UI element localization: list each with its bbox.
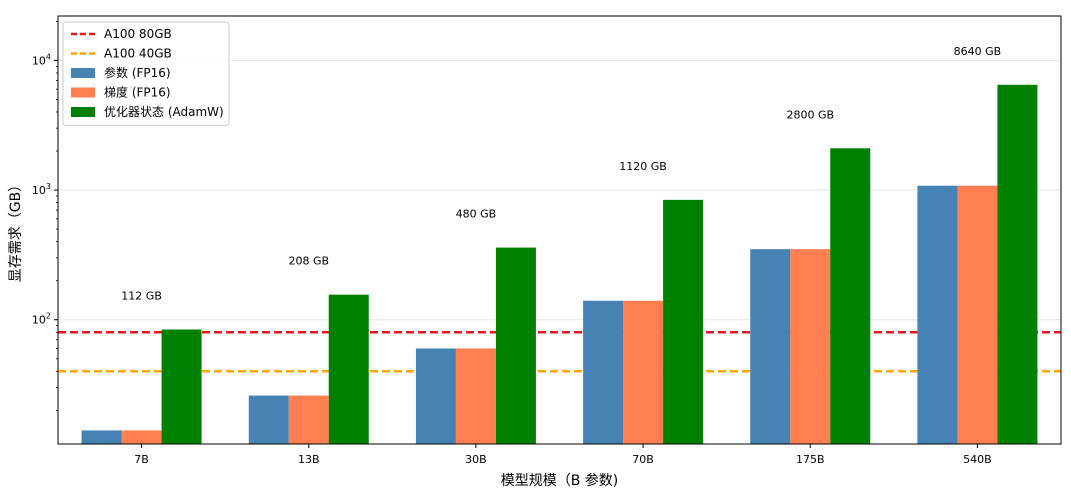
legend-item-a100-80gb: A100 80GB bbox=[71, 27, 172, 41]
bar-175b-series-0 bbox=[750, 249, 791, 444]
x-ticks: 7B 13B 30B 70B 175B 540B bbox=[134, 444, 992, 466]
x-tick-label-13b: 13B bbox=[298, 453, 320, 466]
x-tick-label-540b: 540B bbox=[963, 453, 992, 466]
plot-frame bbox=[57, 15, 1062, 445]
bar-30b-series-2 bbox=[495, 247, 536, 444]
bar-7b-series-2 bbox=[161, 329, 202, 444]
bar-13b-series-1 bbox=[288, 395, 329, 444]
bar-540b-series-0 bbox=[917, 185, 958, 444]
y-tick-label: 102 bbox=[32, 312, 51, 327]
x-tick-label-70b: 70B bbox=[632, 453, 654, 466]
legend-label-a100-80gb: A100 80GB bbox=[104, 27, 172, 41]
legend-item-gradients: 梯度 (FP16) bbox=[71, 85, 171, 100]
bar-30b-series-1 bbox=[455, 348, 496, 444]
bar-13b-series-2 bbox=[328, 294, 369, 444]
x-axis-label: 模型规模（B 参数) bbox=[501, 472, 619, 489]
legend-label-params: 参数 (FP16) bbox=[104, 65, 171, 80]
bar-7b-series-0 bbox=[81, 430, 122, 444]
bar-70b-series-0 bbox=[583, 300, 624, 444]
total-label-30b: 480 GB bbox=[456, 208, 497, 221]
y-tick-label: 103 bbox=[32, 182, 51, 197]
legend-label-a100-40gb: A100 40GB bbox=[104, 47, 172, 61]
bar-540b-series-1 bbox=[957, 185, 998, 444]
bar-30b-series-0 bbox=[415, 348, 456, 444]
legend-item-optimizer: 优化器状态 (AdamW) bbox=[71, 105, 224, 119]
legend-item-a100-40gb: A100 40GB bbox=[71, 47, 172, 61]
legend-swatch-params bbox=[71, 68, 95, 78]
legend-label-gradients: 梯度 (FP16) bbox=[104, 85, 171, 100]
bar-70b-series-2 bbox=[663, 199, 704, 444]
y-tick-label: 104 bbox=[32, 52, 51, 67]
x-tick-label-30b: 30B bbox=[465, 453, 487, 466]
legend-swatch-gradients bbox=[71, 87, 95, 98]
y-ticks: 102 103 104 bbox=[32, 20, 58, 411]
y-axis-label: 显存需求（GB） bbox=[8, 178, 24, 282]
legend-item-params: 参数 (FP16) bbox=[71, 65, 171, 80]
legend: A100 80GB A100 40GB 参数 (FP16) 梯度 (FP16) … bbox=[62, 21, 230, 126]
legend-swatch-optimizer bbox=[71, 107, 95, 117]
bar-7b-series-1 bbox=[121, 430, 162, 444]
legend-box bbox=[62, 21, 230, 126]
total-label-540b: 8640 GB bbox=[954, 45, 1002, 58]
total-label-7b: 112 GB bbox=[121, 290, 162, 303]
total-labels: 112 GB 208 GB 480 GB 1120 GB 2800 GB 8640 GB bbox=[121, 45, 1001, 303]
x-tick-label-7b: 7B bbox=[134, 453, 149, 466]
reference-lines bbox=[58, 331, 1061, 373]
total-label-13b: 208 GB bbox=[288, 255, 329, 268]
bar-70b-series-1 bbox=[623, 300, 664, 444]
x-tick-label-175b: 175B bbox=[796, 453, 825, 466]
bar-13b-series-0 bbox=[248, 395, 289, 444]
bar-175b-series-2 bbox=[830, 148, 871, 444]
bar-540b-series-2 bbox=[997, 84, 1038, 444]
total-label-175b: 2800 GB bbox=[786, 108, 834, 121]
bar-175b-series-1 bbox=[790, 249, 831, 444]
bars bbox=[81, 84, 1038, 444]
legend-label-optimizer: 优化器状态 (AdamW) bbox=[104, 105, 224, 119]
total-label-70b: 1120 GB bbox=[619, 160, 667, 173]
